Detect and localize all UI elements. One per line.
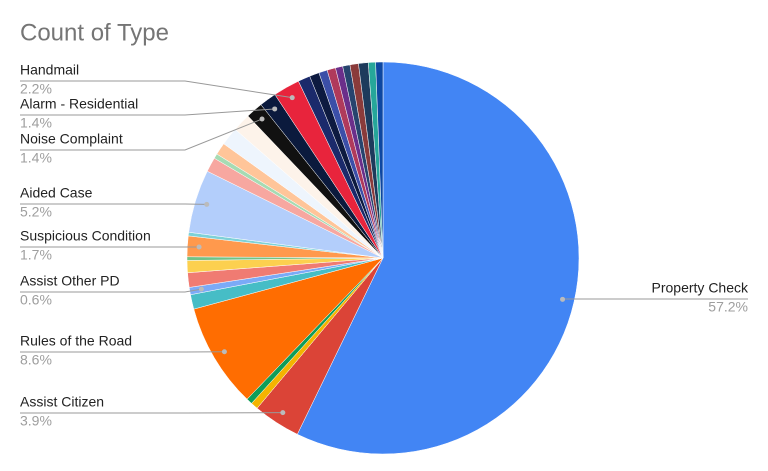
pie-slice: [296, 61, 580, 455]
leader-dot: [259, 116, 265, 122]
leader-dot: [198, 286, 204, 292]
slice-value-label: 0.6%: [20, 292, 52, 308]
slice-value-label: 8.6%: [20, 352, 52, 368]
pie-slice: [375, 61, 384, 259]
slice-label: Assist Other PD: [20, 273, 120, 289]
leader-line: [20, 288, 202, 293]
leader-dot: [272, 106, 278, 112]
slice-label: Noise Complaint: [20, 131, 123, 147]
slice-label: Property Check: [652, 280, 749, 296]
slice-value-label: 1.7%: [20, 247, 52, 263]
pie-slice: [193, 257, 384, 400]
chart-title: Count of Type: [20, 19, 169, 46]
leader-dot: [280, 410, 286, 416]
slice-label: Aided Case: [20, 185, 93, 201]
slice-label: Suspicious Condition: [20, 228, 151, 244]
leader-line: [20, 118, 263, 151]
leader-line: [20, 80, 293, 99]
leader-line: [20, 108, 275, 116]
slice-value-label: 57.2%: [708, 299, 748, 315]
leader-dot: [196, 244, 202, 250]
slice-value-label: 1.4%: [20, 150, 52, 166]
leader-dot: [221, 349, 227, 355]
slice-value-label: 5.2%: [20, 204, 52, 220]
slice-label: Rules of the Road: [20, 333, 132, 349]
slice-value-label: 3.9%: [20, 413, 52, 429]
slice-label: Alarm - Residential: [20, 96, 138, 112]
slice-label: Handmail: [20, 62, 79, 78]
slice-label: Assist Citizen: [20, 394, 104, 410]
slice-value-label: 1.4%: [20, 115, 52, 131]
leader-dot: [560, 296, 566, 302]
leader-dot: [204, 201, 210, 207]
slice-value-label: 2.2%: [20, 81, 52, 97]
leader-dot: [289, 95, 295, 101]
